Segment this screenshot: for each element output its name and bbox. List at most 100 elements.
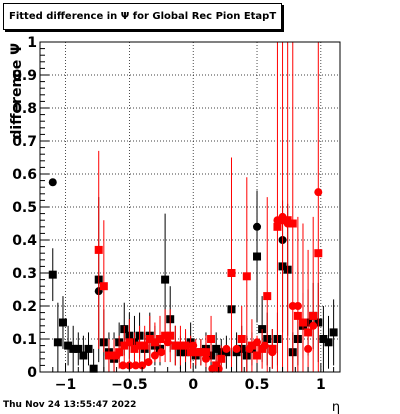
y-tick-label: 0.7 [12,134,37,150]
data-point-square [273,222,282,231]
y-axis-label: difference Ψ [9,43,25,140]
x-axis-label: η [332,400,340,414]
data-point-circle [293,302,302,310]
data-point-square [293,311,302,320]
data-point-square [125,338,134,347]
data-point-square [130,344,139,353]
data-point-square [227,269,236,277]
chart-title: Fitted difference in Ψ for Global Rec Pi… [9,11,277,22]
data-point-square [258,344,267,353]
data-point-square [145,335,154,343]
data-points [48,42,338,373]
data-point-square [53,338,62,347]
x-tick-label: 0 [188,377,198,393]
data-point-square [242,272,251,281]
grid-lines [40,41,340,373]
data-point-square [58,318,67,327]
data-point-square [115,348,124,357]
axes: −1 −0.5 0 0.5 1 0 0.1 0.2 0.3 0.4 0.5 0.6 0.7 0.8 0.9 1 [12,35,335,393]
data-point-square [166,331,175,340]
data-point-circle [253,338,262,347]
data-point-circle [232,344,241,353]
data-point-circle [150,351,159,360]
data-point-circle [222,344,231,353]
y-tick-label: 1 [27,35,37,51]
data-point-square [288,219,297,228]
data-point-square [212,361,221,370]
data-point-square [176,341,185,350]
data-point-circle [138,361,147,370]
data-point-square [135,341,144,350]
data-point-square [79,351,88,360]
data-point-circle [195,348,204,357]
data-point-square [212,344,221,353]
datestamp: Thu Nov 24 13:55:47 2022 [3,400,137,410]
data-point-circle [163,338,172,347]
data-point-circle [253,222,262,231]
data-point-square [104,351,113,360]
data-point-square [161,331,170,340]
chart-title-box: Fitted difference in Ψ for Global Rec Pi… [3,3,282,30]
data-point-square [186,348,195,357]
data-point-circle [314,188,323,197]
y-tick-label: 0.6 [12,167,37,183]
y-tick-label: 0.8 [12,101,37,117]
data-point-circle [208,364,217,373]
data-point-circle [245,344,254,353]
data-point-circle [118,361,127,370]
data-point-square [207,335,216,343]
data-point-square [324,338,333,347]
x-tick-label: 1 [316,377,326,393]
data-point-circle [48,178,57,187]
data-point-square [217,354,226,363]
data-point-circle [304,344,313,353]
y-tick-label: 0.4 [12,233,37,249]
data-point-square [263,292,272,301]
data-point-circle [182,341,191,350]
data-point-circle [260,341,269,350]
data-point-square [314,249,323,258]
data-point-circle [309,321,318,330]
data-point-square [253,351,262,360]
data-point-circle [298,318,307,327]
data-point-circle [278,212,287,221]
data-point-square [247,341,256,350]
y-tick-label: 0.9 [12,68,37,84]
data-point-square [237,335,246,343]
data-point-square [99,282,108,291]
data-point-circle [201,354,210,363]
data-point-square [161,275,170,284]
data-point-circle [112,351,121,360]
data-point-circle [157,348,166,357]
data-point-square [84,344,93,353]
data-point-square [89,364,98,373]
data-point-square [69,344,78,353]
data-point-square [48,270,57,279]
data-point-circle [144,358,153,367]
y-tick-label: 0.1 [12,332,37,348]
data-point-circle [268,348,277,357]
data-point-square [74,344,83,353]
y-tick-label: 0.3 [12,266,37,282]
data-point-square [64,341,73,350]
y-tick-label: 0.5 [12,200,37,216]
data-point-circle [189,341,198,350]
data-point-square [309,311,318,320]
data-point-square [304,328,313,337]
data-point-square [140,341,149,350]
data-point-square [171,341,180,350]
y-tick-label: 0.2 [12,299,37,315]
data-point-circle [283,219,292,228]
y-tick-label: 0 [27,365,37,381]
data-point-square [319,335,328,343]
x-tick-label: −1 [55,377,76,393]
x-tick-label: −0.5 [111,377,148,393]
data-point-square [201,348,210,357]
x-tick-label: 0.5 [245,377,270,393]
data-point-square [253,252,262,261]
data-point-square [94,245,103,254]
data-point-square [156,335,164,343]
data-point-circle [131,361,140,370]
data-point-square [120,341,129,350]
